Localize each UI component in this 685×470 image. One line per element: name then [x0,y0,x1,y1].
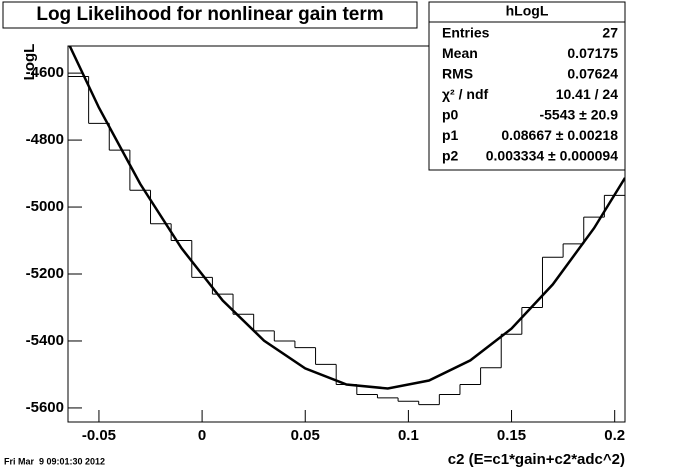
stats-value: 27 [602,25,618,41]
title-box [2,1,418,29]
stats-label: χ² / ndf [442,86,488,102]
x-tick-label: 0.15 [497,427,526,444]
stats-value: 0.003334 ± 0.000094 [486,148,618,164]
stats-label: Entries [442,25,490,41]
stats-value: -5543 ± 20.9 [539,107,618,123]
stats-label: p1 [442,127,459,143]
stats-box: hLogL Entries 27 Mean 0.07175 RMS 0.07624 χ² /… [428,1,626,171]
x-axis-title: c2 (E=c1*gain+c2*adc^2) [448,451,625,468]
x-tick-label: 0.2 [604,427,625,444]
y-tick-label: -5000 [26,198,64,215]
stats-frame [428,1,626,171]
y-tick-label: -5200 [26,265,64,282]
stats-value: 0.07175 [567,45,618,61]
stats-label: p0 [442,107,459,123]
y-tick-label: -4800 [26,131,64,148]
x-tick-label: 0.1 [398,427,419,444]
stats-title: hLogL [506,3,549,19]
stats-label: p2 [442,148,459,164]
chart-title: Log Likelihood for nonlinear gain term [36,4,383,25]
fit-curve [68,46,625,390]
y-axis-title: LogL [21,44,38,81]
y-tick-label: -5400 [26,332,64,349]
x-tick-label: 0.05 [291,427,320,444]
stats-label: Mean [442,45,478,61]
stats-label: RMS [442,66,473,82]
stats-value: 10.41 / 24 [556,86,618,102]
y-tick-label: -5600 [26,399,64,416]
timestamp: Fri Mar 9 09:01:30 2012 [4,456,105,466]
x-tick-label: 0 [198,427,206,444]
x-tick-label: -0.05 [82,427,116,444]
stats-value: 0.08667 ± 0.00218 [501,127,618,143]
y-tick-label: -4600 [26,64,64,81]
stats-value: 0.07624 [567,66,618,82]
